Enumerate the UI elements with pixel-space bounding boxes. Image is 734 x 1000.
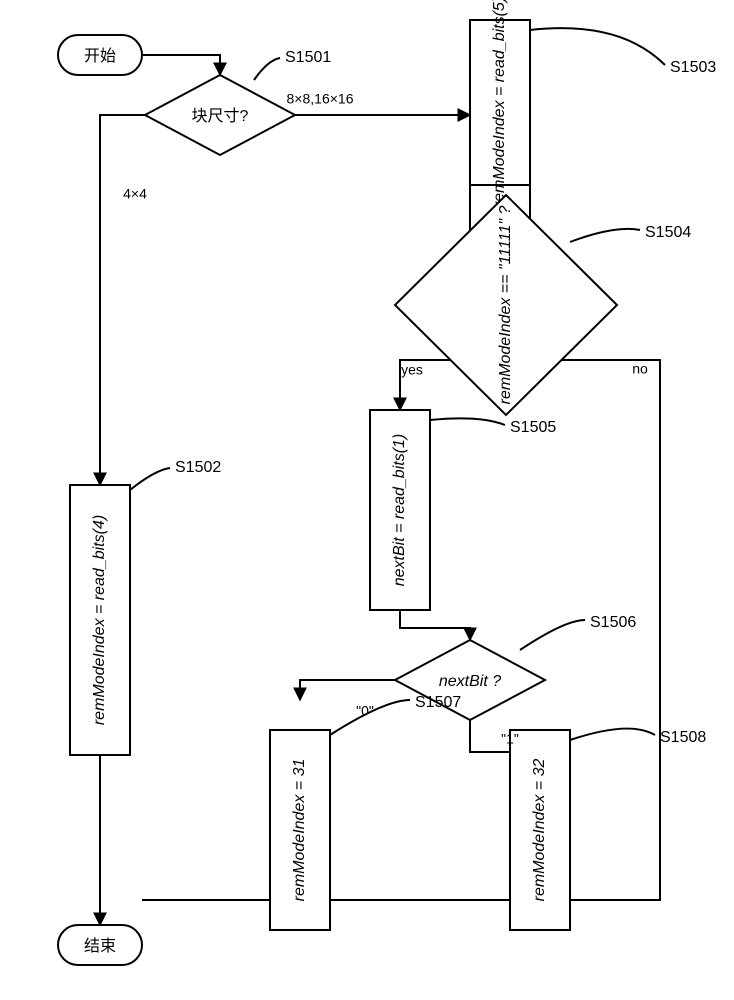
process-32: remModeIndex = 32 <box>510 730 570 930</box>
process-rb1: nextBit = read_bits(1) <box>370 410 430 610</box>
svg-text:S1507: S1507 <box>415 694 461 711</box>
svg-text:S1501: S1501 <box>285 49 331 66</box>
callout-s1508: S1508 <box>570 729 706 747</box>
end-label: 结束 <box>84 937 116 955</box>
callout-s1506: S1506 <box>520 614 636 650</box>
svg-text:S1504: S1504 <box>645 224 691 241</box>
callout-s1503: S1503 <box>530 28 716 76</box>
edge-label-1: "1" <box>501 731 519 747</box>
svg-text:S1503: S1503 <box>670 59 716 76</box>
edge-p32-merge <box>142 860 540 900</box>
callout-s1504: S1504 <box>570 224 691 242</box>
svg-text:S1508: S1508 <box>660 729 706 746</box>
decision-11111: remModeIndex == "11111" ? <box>395 195 617 415</box>
svg-text:S1505: S1505 <box>510 419 556 436</box>
decision-nextbit-label: nextBit ? <box>439 673 501 690</box>
edge-label-8x8: 8×8,16×16 <box>287 91 354 107</box>
flowchart-canvas: 开始 结束 块尺寸? remModeIndex = read_bits(4) r… <box>0 0 734 1000</box>
decision-11111-label: remModeIndex == "11111" ? <box>497 206 514 405</box>
edge-size-rb4 <box>100 115 145 485</box>
process-rb5: remModeIndex = read_bits(5) <box>470 0 530 207</box>
process-readbits4-label: remModeIndex = read_bits(4) <box>91 515 108 725</box>
callout-s1505: S1505 <box>430 418 556 436</box>
process-rb1-label: nextBit = read_bits(1) <box>391 434 408 587</box>
callout-s1502: S1502 <box>130 459 221 490</box>
process-31-label: remModeIndex = 31 <box>291 759 308 902</box>
end-node: 结束 <box>58 925 142 965</box>
callout-s1501: S1501 <box>254 49 331 80</box>
svg-text:S1506: S1506 <box>590 614 636 631</box>
callout-s1507: S1507 <box>330 694 461 735</box>
decision-size: 块尺寸? <box>145 75 295 155</box>
edge-rb1-next <box>400 610 470 640</box>
edge-next-0 <box>300 680 395 700</box>
process-readbits4: remModeIndex = read_bits(4) <box>70 485 130 755</box>
svg-text:S1502: S1502 <box>175 459 221 476</box>
decision-size-label: 块尺寸? <box>192 107 249 125</box>
process-31: remModeIndex = 31 <box>270 730 330 930</box>
process-32-label: remModeIndex = 32 <box>531 759 548 902</box>
process-rb5-label: remModeIndex = read_bits(5) <box>491 0 508 207</box>
edge-label-no: no <box>632 361 648 377</box>
start-node: 开始 <box>58 35 142 75</box>
start-label: 开始 <box>84 47 116 65</box>
edge-label-4x4: 4×4 <box>123 186 147 202</box>
edge-start-size <box>142 55 220 75</box>
edge-label-yes: yes <box>401 362 423 378</box>
